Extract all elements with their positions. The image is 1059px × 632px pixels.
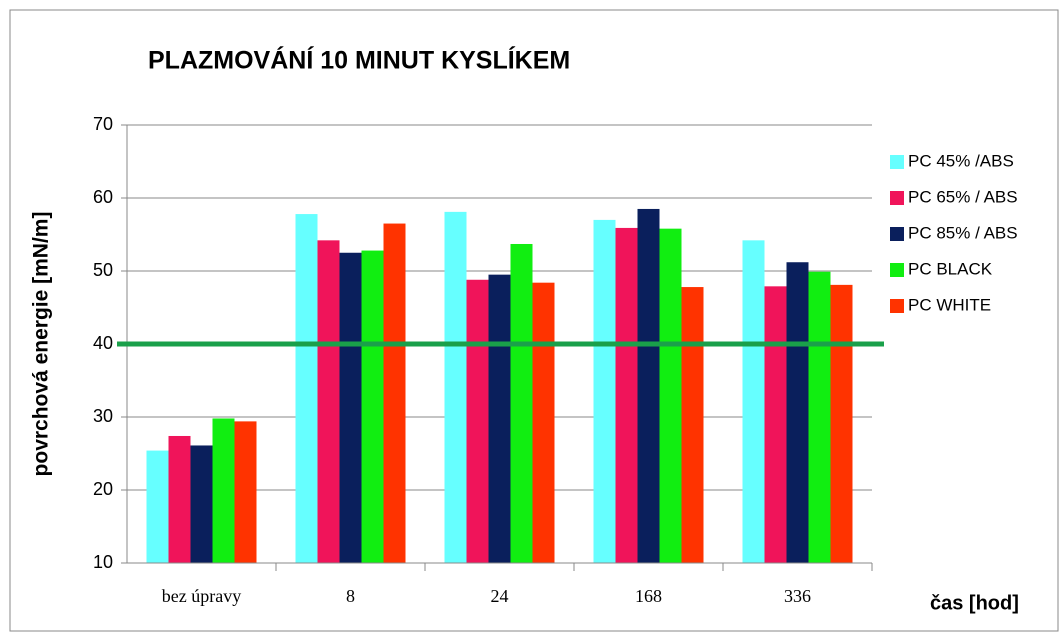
bar (830, 284, 853, 563)
x-tick-label: 8 (346, 586, 355, 606)
bar (764, 286, 787, 563)
y-tick-label: 70 (93, 114, 113, 134)
y-tick-label: 30 (93, 406, 113, 426)
bar (317, 240, 340, 563)
y-axis-label: povrchová energie [mN/m] (30, 212, 53, 477)
legend-swatch (890, 155, 904, 169)
bar (532, 282, 555, 563)
y-tick-label: 40 (93, 333, 113, 353)
y-tick-label: 60 (93, 187, 113, 207)
bar (615, 227, 638, 563)
x-tick-label: 24 (491, 586, 509, 606)
legend-swatch (890, 227, 904, 241)
x-tick-label: 168 (635, 586, 662, 606)
bar (637, 208, 660, 563)
bar (168, 435, 191, 563)
bar (361, 250, 384, 563)
bar (510, 243, 533, 564)
bar (593, 219, 616, 563)
legend-swatch (890, 263, 904, 277)
bar (444, 211, 467, 563)
bar (234, 421, 257, 563)
legend-swatch (890, 299, 904, 313)
bar (808, 271, 831, 563)
bar (295, 214, 318, 563)
bar (146, 450, 169, 563)
y-tick-label: 50 (93, 260, 113, 280)
legend-label: PC 45% /ABS (908, 151, 1014, 170)
legend-label: PC 85% / ABS (908, 223, 1018, 242)
chart-title: PLAZMOVÁNÍ 10 MINUT KYSLÍKEM (148, 46, 570, 75)
y-tick-label: 10 (93, 552, 113, 572)
bar (681, 287, 704, 563)
bar (742, 240, 765, 563)
y-tick-label: 20 (93, 479, 113, 499)
bar (212, 418, 235, 563)
legend-label: PC 65% / ABS (908, 187, 1018, 206)
bar (466, 279, 489, 563)
bar (190, 445, 213, 563)
bar (339, 252, 362, 563)
legend-swatch (890, 191, 904, 205)
bar (786, 262, 809, 563)
legend-label: PC WHITE (908, 295, 991, 314)
legend-label: PC BLACK (908, 259, 993, 278)
x-tick-label: 336 (784, 586, 811, 606)
x-tick-label: bez úpravy (162, 586, 241, 606)
bar (659, 228, 682, 563)
x-axis-label: čas [hod] (930, 592, 1019, 614)
bar (383, 223, 406, 564)
bar (488, 274, 511, 563)
